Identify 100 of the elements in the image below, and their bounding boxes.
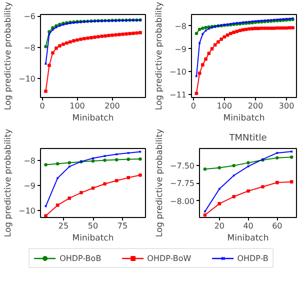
point: [128, 32, 132, 36]
point: [86, 36, 90, 40]
point: [79, 38, 82, 41]
point: [100, 34, 104, 38]
point: [272, 26, 276, 30]
point: [260, 26, 264, 30]
x-tick-label: 0: [40, 102, 45, 110]
point: [72, 39, 76, 42]
point: [216, 40, 220, 44]
point: [48, 64, 51, 68]
point: [248, 27, 251, 31]
point: [96, 35, 100, 38]
point: [68, 196, 72, 200]
point: [194, 32, 198, 36]
x-tick-label: 75: [117, 222, 128, 230]
point: [114, 178, 118, 182]
x-tick-label: 100: [216, 102, 232, 110]
point: [232, 164, 236, 168]
point: [80, 191, 83, 194]
point: [114, 158, 118, 162]
point: [220, 38, 223, 41]
point: [194, 92, 198, 96]
point: [44, 214, 48, 218]
legend-label: OHDP-BoW: [147, 254, 192, 262]
point: [276, 180, 279, 184]
point: [241, 28, 245, 32]
y-tick-label: −6: [24, 12, 36, 22]
point: [138, 31, 142, 34]
x-axis-title: Minibatch: [227, 234, 269, 244]
point: [232, 30, 236, 34]
point: [56, 162, 60, 166]
y-tick-label: −9: [24, 182, 36, 191]
point: [278, 26, 282, 30]
point: [276, 156, 279, 160]
point: [263, 26, 266, 30]
point: [266, 26, 270, 30]
point: [126, 176, 130, 180]
point: [247, 165, 250, 168]
point: [207, 52, 211, 56]
x-tick-label: 60: [272, 222, 282, 230]
point: [82, 36, 86, 40]
y-tick-label: −8: [24, 156, 36, 166]
point: [68, 40, 72, 44]
point: [291, 26, 294, 30]
point: [218, 166, 222, 170]
point: [201, 26, 204, 30]
point: [107, 34, 110, 38]
point: [201, 63, 204, 66]
point: [218, 202, 222, 206]
point: [261, 185, 264, 188]
y-axis-title: Log predictive probability: [4, 2, 14, 110]
point: [290, 156, 294, 159]
y-tick-label: −11: [170, 90, 187, 100]
point: [44, 90, 48, 93]
point: [210, 47, 214, 50]
point: [124, 32, 128, 36]
point: [244, 28, 248, 32]
point: [44, 44, 48, 48]
x-tick-label: 25: [58, 222, 69, 230]
x-tick-label: 50: [88, 222, 98, 230]
point: [68, 161, 72, 164]
point: [246, 161, 250, 164]
point: [235, 30, 239, 34]
point: [138, 157, 142, 161]
point: [62, 42, 65, 46]
y-tick-label: −8: [24, 43, 36, 52]
point: [58, 44, 62, 48]
legend-label: OHDP-B: [237, 254, 268, 262]
point: [288, 26, 292, 30]
y-tick-label: −7.50: [170, 162, 194, 171]
point: [65, 41, 68, 45]
point: [103, 182, 106, 186]
y-tick-label: −10: [18, 206, 36, 216]
point: [93, 36, 96, 39]
point: [132, 32, 135, 35]
point: [54, 46, 58, 50]
point: [228, 32, 232, 36]
point: [290, 180, 294, 184]
point: [118, 32, 121, 36]
point: [204, 26, 208, 30]
point: [76, 38, 79, 42]
y-axis-title: Log predictive probability: [154, 2, 165, 110]
x-tick-label: 100: [70, 102, 85, 110]
x-tick-label: 0: [190, 102, 196, 110]
x-tick-label: 200: [104, 102, 120, 110]
point: [56, 204, 60, 207]
point: [91, 159, 95, 163]
x-tick-label: 20: [214, 222, 225, 230]
point: [250, 27, 254, 30]
y-tick-label: −8: [174, 22, 187, 31]
point: [44, 163, 48, 166]
chart-title: TMNtitle: [228, 134, 268, 144]
point: [198, 28, 202, 32]
point: [269, 26, 273, 30]
point: [135, 31, 138, 35]
point: [91, 186, 95, 190]
x-tick-label: 40: [243, 222, 254, 230]
point: [232, 194, 236, 198]
point: [51, 51, 54, 55]
y-tick-label: −8.00: [170, 196, 194, 206]
